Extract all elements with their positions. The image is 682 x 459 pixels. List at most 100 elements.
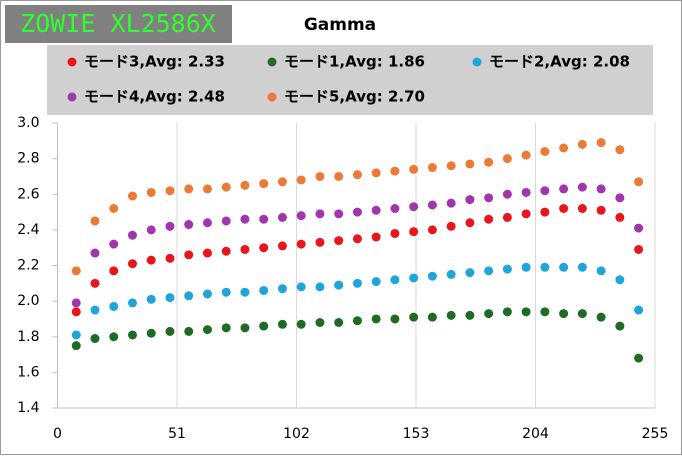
point <box>390 275 400 285</box>
point <box>334 280 344 290</box>
point <box>71 330 81 340</box>
point <box>352 278 362 288</box>
point <box>615 275 625 285</box>
point <box>202 218 212 228</box>
point <box>296 211 306 221</box>
point <box>127 191 137 201</box>
point <box>390 228 400 238</box>
point <box>371 205 381 215</box>
point <box>127 259 137 269</box>
point <box>334 209 344 219</box>
point <box>352 170 362 180</box>
point <box>446 310 456 320</box>
point <box>559 262 569 272</box>
point <box>634 223 644 233</box>
point <box>90 248 100 258</box>
point <box>165 326 175 336</box>
point <box>502 189 512 199</box>
point <box>296 282 306 292</box>
legend-label: モード2,Avg: 2.08 <box>489 53 630 71</box>
point <box>465 268 475 278</box>
point <box>277 284 287 294</box>
point <box>296 175 306 185</box>
point <box>427 312 437 322</box>
point <box>165 293 175 303</box>
point <box>465 195 475 205</box>
point <box>259 285 269 295</box>
point <box>540 262 550 272</box>
point <box>446 198 456 208</box>
point <box>521 307 531 317</box>
point <box>184 326 194 336</box>
point <box>521 209 531 219</box>
point <box>409 227 419 237</box>
point <box>484 309 494 319</box>
point <box>446 161 456 171</box>
point <box>596 184 606 194</box>
point <box>596 312 606 322</box>
point <box>221 287 231 297</box>
point <box>427 200 437 210</box>
point <box>109 239 119 249</box>
point <box>427 225 437 235</box>
y-tick-label: 2.6 <box>17 186 39 202</box>
point <box>502 154 512 164</box>
point <box>240 287 250 297</box>
point <box>427 163 437 173</box>
point <box>71 266 81 276</box>
point <box>109 332 119 342</box>
legend-marker <box>67 57 77 67</box>
point <box>352 316 362 326</box>
point <box>259 321 269 331</box>
point <box>334 171 344 181</box>
x-tick-label: 255 <box>642 426 669 442</box>
point <box>577 204 587 213</box>
y-tick-label: 3.0 <box>17 115 39 131</box>
point <box>202 248 212 258</box>
point <box>240 244 250 254</box>
point <box>615 212 625 222</box>
point <box>184 184 194 194</box>
point <box>259 243 269 253</box>
point <box>165 221 175 231</box>
point <box>559 143 569 153</box>
point <box>221 246 231 256</box>
y-tick-label: 2.0 <box>17 293 39 309</box>
legend-marker <box>267 57 277 67</box>
point <box>240 214 250 224</box>
point <box>409 202 419 212</box>
point <box>371 314 381 324</box>
point <box>221 323 231 333</box>
point <box>277 319 287 329</box>
point <box>577 262 587 272</box>
point <box>71 298 81 308</box>
point <box>315 237 325 247</box>
y-tick-label: 2.2 <box>17 258 39 274</box>
point <box>127 298 137 308</box>
point <box>146 187 156 197</box>
point <box>184 291 194 301</box>
point <box>484 157 494 167</box>
point <box>352 234 362 244</box>
point <box>615 321 625 331</box>
point <box>352 207 362 217</box>
point <box>184 250 194 260</box>
point <box>484 214 494 224</box>
point <box>109 266 119 276</box>
point <box>596 266 606 276</box>
x-tick-label: 204 <box>522 426 549 442</box>
legend-background <box>47 45 653 115</box>
point <box>277 212 287 222</box>
point <box>446 221 456 231</box>
point <box>540 147 550 156</box>
point <box>521 187 531 197</box>
x-tick-label: 102 <box>283 426 310 442</box>
point <box>221 216 231 226</box>
point <box>446 269 456 279</box>
point <box>390 204 400 213</box>
point <box>596 138 606 148</box>
point <box>146 225 156 235</box>
point <box>371 168 381 178</box>
point <box>465 159 475 169</box>
point <box>559 309 569 319</box>
